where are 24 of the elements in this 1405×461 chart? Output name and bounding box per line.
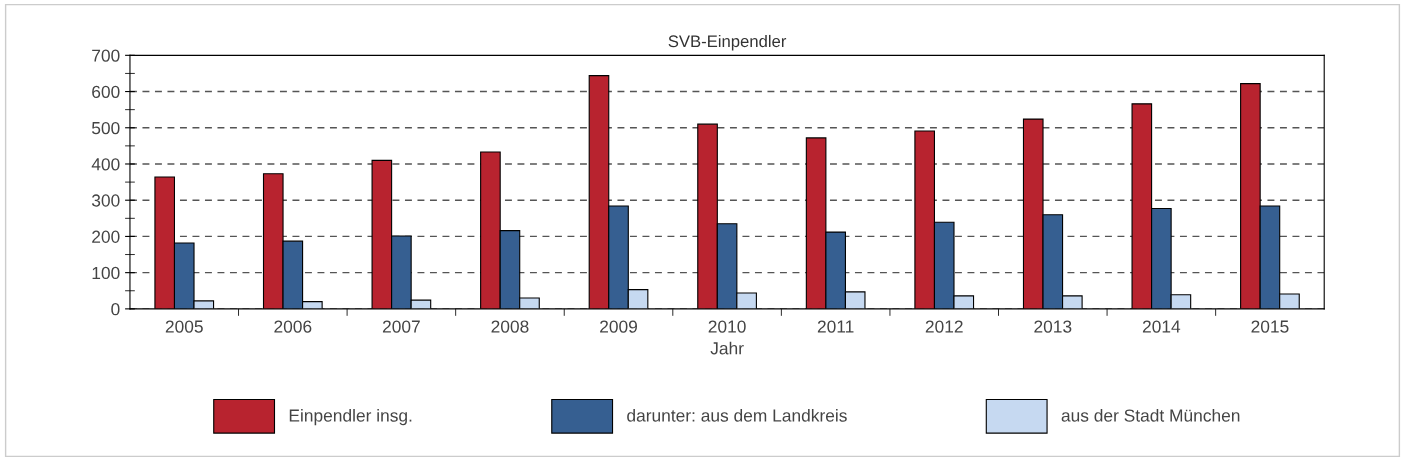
x-tick-label: 2015 bbox=[1251, 320, 1289, 333]
x-tick-label: 2008 bbox=[491, 320, 529, 333]
y-tick-label: 0 bbox=[111, 303, 120, 316]
chart-title: SVB-Einpendler bbox=[668, 34, 787, 51]
y-tick-label: 400 bbox=[91, 158, 120, 171]
y-tick-label: 700 bbox=[92, 49, 120, 62]
x-axis-title: Jahr bbox=[710, 341, 744, 355]
y-tick-label: 500 bbox=[91, 121, 120, 135]
legend-label: aus der Stadt München bbox=[1061, 408, 1240, 422]
x-tick-label: 2005 bbox=[165, 320, 203, 333]
x-tick-label: 2013 bbox=[1034, 320, 1072, 333]
x-tick-label: 2006 bbox=[274, 320, 312, 333]
legend-label: Einpendler insg. bbox=[289, 408, 412, 426]
x-tick-label: 2009 bbox=[600, 320, 638, 333]
y-tick-label: 100 bbox=[92, 266, 120, 280]
y-tick-label: 300 bbox=[91, 194, 120, 207]
x-tick-label: 2014 bbox=[1142, 320, 1181, 333]
x-tick-label: 2012 bbox=[925, 320, 963, 333]
x-tick-label: 2011 bbox=[817, 320, 854, 333]
x-tick-label: 2007 bbox=[382, 320, 420, 333]
legend-label: darunter: aus dem Landkreis bbox=[627, 408, 847, 422]
y-tick-label: 600 bbox=[92, 85, 120, 98]
y-tick-label: 200 bbox=[92, 230, 120, 243]
x-tick-label: 2010 bbox=[708, 320, 746, 333]
